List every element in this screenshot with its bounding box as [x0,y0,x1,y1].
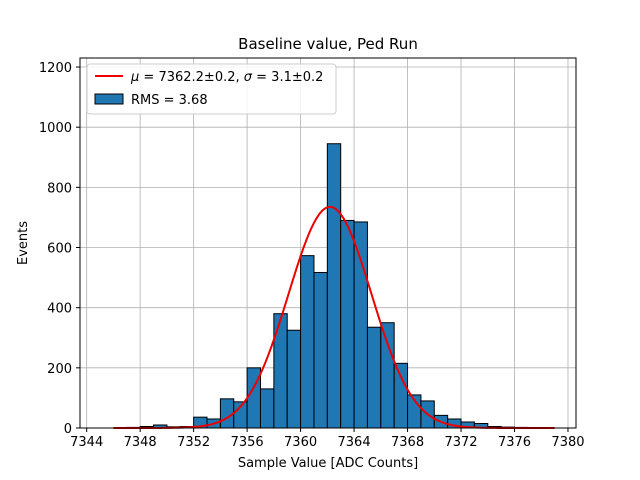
x-tick-label: 7344 [70,435,103,450]
y-tick-label: 200 [47,362,72,377]
y-tick-label: 800 [47,181,72,196]
axes-frame [79,57,577,429]
histogram-bar [340,219,355,429]
y-tick-label: 0 [64,422,72,437]
x-tick-label: 7368 [391,435,424,450]
y-axis-label: Events [16,221,31,265]
histogram-bar [286,329,302,429]
x-tick-label: 7348 [124,435,157,450]
y-tick-label: 1200 [39,61,72,76]
legend: μ = 7362.2±0.2, σ = 3.1±0.2 RMS = 3.68 [86,63,337,115]
legend-box [86,63,337,115]
histogram-bar [326,143,342,429]
legend-sigma-value: = 3.1±0.2 [252,70,323,85]
x-tick-label: 7356 [231,435,264,450]
legend-mu-symbol: μ [130,70,139,85]
histogram-bar [313,271,328,429]
x-axis-ticks: 7344 7348 7352 7356 7360 7364 7368 7372 7376 7380 [70,428,585,450]
x-tick-label: 7352 [177,435,210,450]
x-axis-label: Sample Value [ADC Counts] [238,456,418,471]
x-tick-label: 7360 [284,435,317,450]
x-tick-label: 7364 [338,435,371,450]
histogram-bars [126,143,542,429]
y-axis-ticks: 0 200 400 600 800 1000 1200 [39,61,80,437]
histogram-bar [393,362,409,429]
y-tick-label: 1000 [39,121,72,136]
x-tick-label: 7376 [498,435,531,450]
legend-sigma-symbol: σ [244,70,253,85]
legend-fit-label: μ = 7362.2±0.2, σ = 3.1±0.2 [130,70,323,85]
legend-histogram-swatch [94,93,124,105]
x-tick-label: 7372 [444,435,477,450]
y-tick-label: 600 [47,242,72,257]
histogram-bar [353,221,368,429]
histogram-bar [259,388,275,429]
chart-title: Baseline value, Ped Run [238,35,418,53]
histogram-bar [219,398,235,429]
histogram-bar [380,322,395,429]
legend-histogram-label: RMS = 3.68 [131,93,208,108]
histogram-bar [300,255,315,429]
y-tick-label: 400 [47,302,72,317]
legend-mu-value: = 7362.2±0.2, [139,70,243,85]
x-tick-label: 7380 [551,435,584,450]
histogram-bar [366,326,382,429]
